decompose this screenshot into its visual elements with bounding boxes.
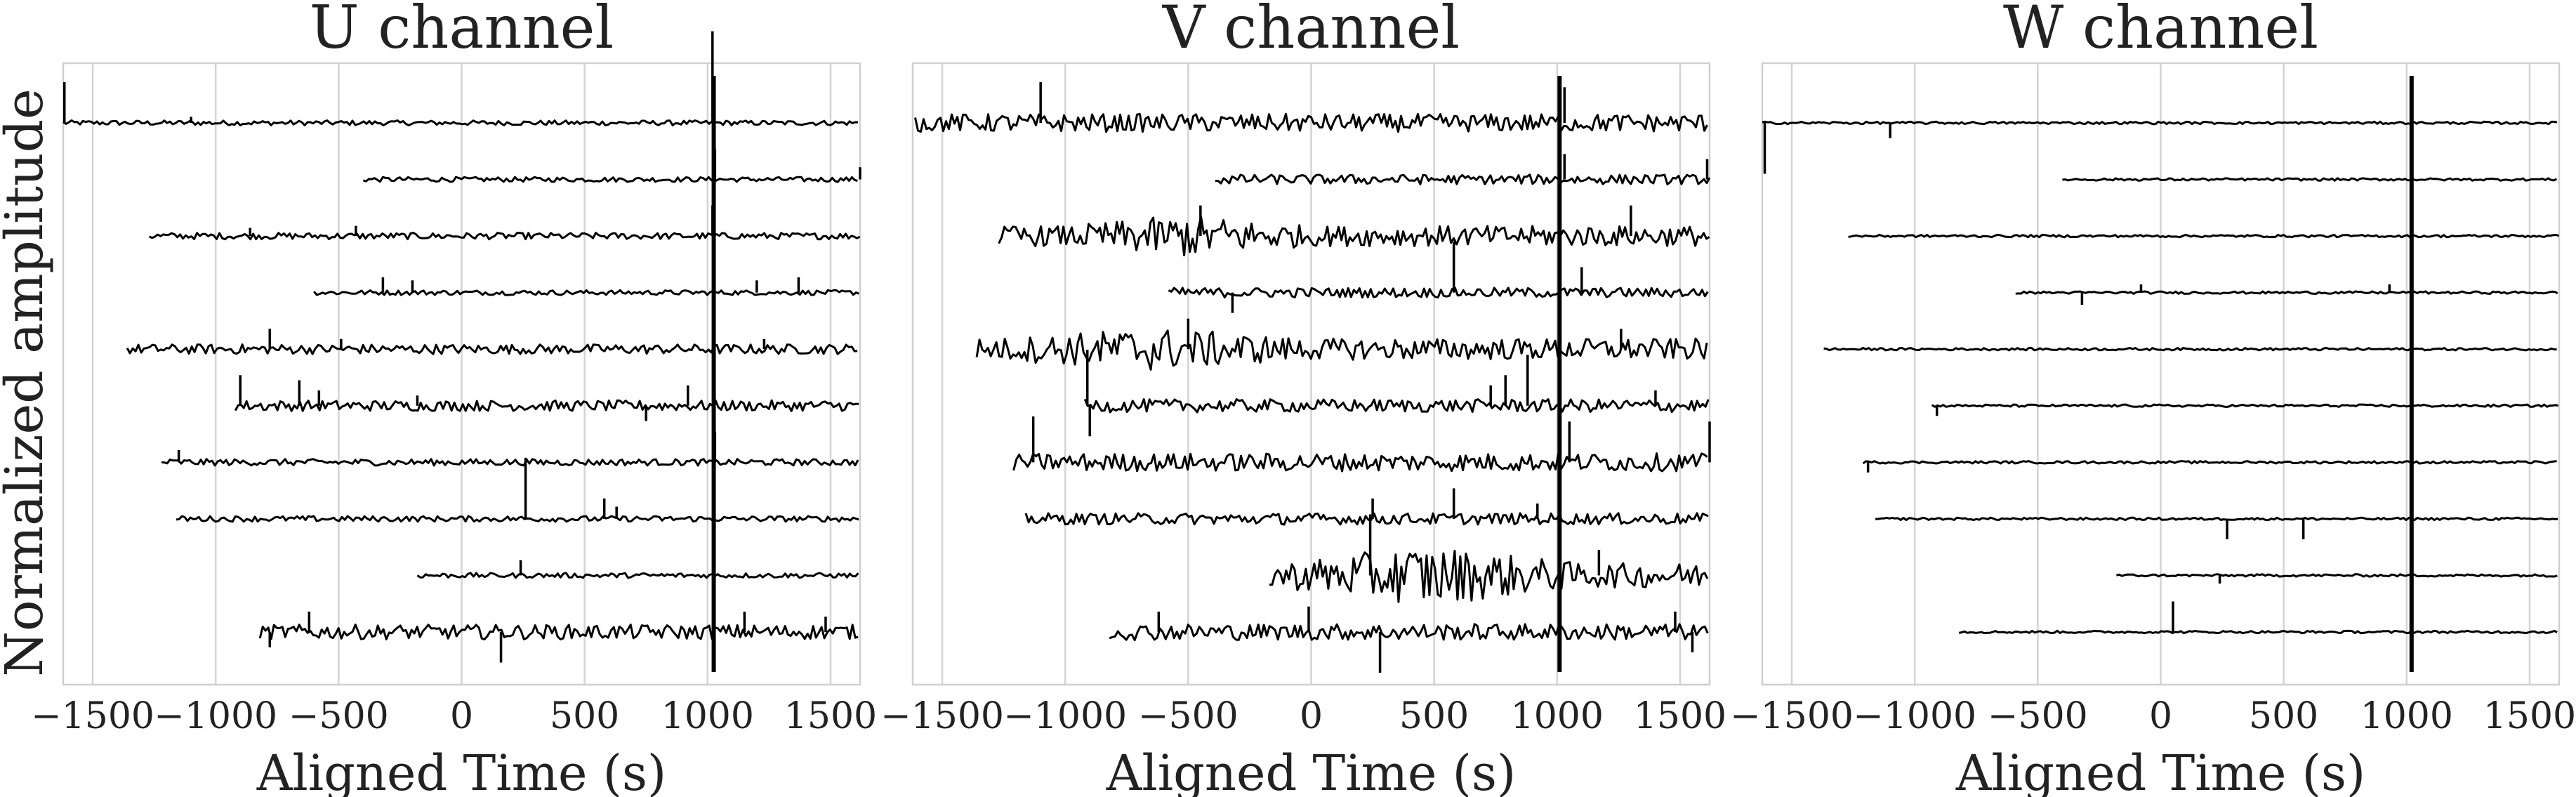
x-tick-label: 500 (2249, 695, 2318, 737)
trace-line (1269, 549, 1709, 603)
trace-line (1875, 516, 2558, 522)
panel-v: V channel Aligned Time (s) −1500 −1000 −50… (880, 0, 1726, 797)
x-tick-label: 1000 (1511, 695, 1604, 737)
trace-line (914, 112, 1708, 133)
trace-line (1931, 403, 2558, 408)
trace-line (1848, 233, 2560, 239)
x-tick-label: 500 (550, 695, 619, 737)
trace-line (148, 232, 861, 241)
x-tick-label: 0 (1300, 695, 1323, 737)
trace-line (1083, 398, 1710, 414)
x-tick-label: 1000 (661, 695, 754, 737)
trace-line (1168, 286, 1709, 299)
trace-line (176, 515, 859, 523)
trace-line (1762, 120, 2558, 126)
x-axis-label: Aligned Time (s) (1106, 744, 1516, 797)
x-tick-label: 0 (2149, 695, 2172, 737)
plot-frame (911, 62, 1711, 686)
trace-line (161, 458, 859, 467)
x-tick-label: −500 (1988, 695, 2088, 737)
trace-line (2116, 573, 2558, 578)
x-tick-label: −500 (1138, 695, 1239, 737)
trace-line (62, 119, 859, 126)
trace-line (362, 176, 858, 183)
trace-line (998, 216, 1710, 256)
trace-line (2015, 290, 2558, 295)
x-tick-label: 1500 (784, 695, 877, 737)
x-tick-label: 1500 (2483, 695, 2576, 737)
trace-line (1823, 347, 2557, 352)
trace-line (1024, 512, 1709, 526)
trace-line (1862, 460, 2557, 465)
x-tick-label: 500 (1399, 695, 1469, 737)
trace-line (258, 624, 859, 640)
y-axis-label: Normalized amplitude (0, 88, 55, 677)
trace-line (126, 343, 858, 355)
x-tick-label: −1000 (1003, 695, 1127, 737)
x-tick-label: −1000 (1853, 695, 1976, 737)
x-tick-label: 1000 (2360, 695, 2453, 737)
gridlines (941, 63, 1682, 685)
gridlines (1790, 63, 2531, 685)
x-tick-label: −1000 (154, 695, 277, 737)
trace-line (975, 329, 1708, 371)
x-axis-label: Aligned Time (s) (256, 744, 666, 797)
panel-w: W channel Aligned Time (s) −1500 −1000 −50… (1730, 0, 2576, 797)
trace-line (416, 572, 859, 579)
x-tick-label: −500 (289, 695, 389, 737)
trace-line (2062, 177, 2558, 182)
trace-line (1958, 629, 2558, 635)
panel-title: V channel (1162, 0, 1460, 62)
trace-line (1215, 173, 1711, 185)
trace-line (1109, 623, 1709, 642)
x-tick-label: −1500 (880, 695, 1004, 737)
x-tick-label: 0 (450, 695, 473, 737)
plot-frame (62, 62, 861, 686)
trace-line (234, 399, 859, 412)
gridlines (91, 63, 832, 685)
x-tick-label: −1500 (31, 695, 154, 737)
trace-line (313, 289, 859, 296)
panel-title: W channel (2003, 0, 2318, 62)
x-tick-label: 1500 (1634, 695, 1726, 737)
panel-title: U channel (310, 0, 614, 62)
panel-u: U channel Aligned Time (s) −1500 −1000 −50… (31, 0, 877, 797)
plot-frame (1761, 62, 2561, 686)
x-tick-label: −1500 (1730, 695, 1854, 737)
trace-line (1012, 452, 1708, 473)
x-axis-label: Aligned Time (s) (1955, 744, 2365, 797)
